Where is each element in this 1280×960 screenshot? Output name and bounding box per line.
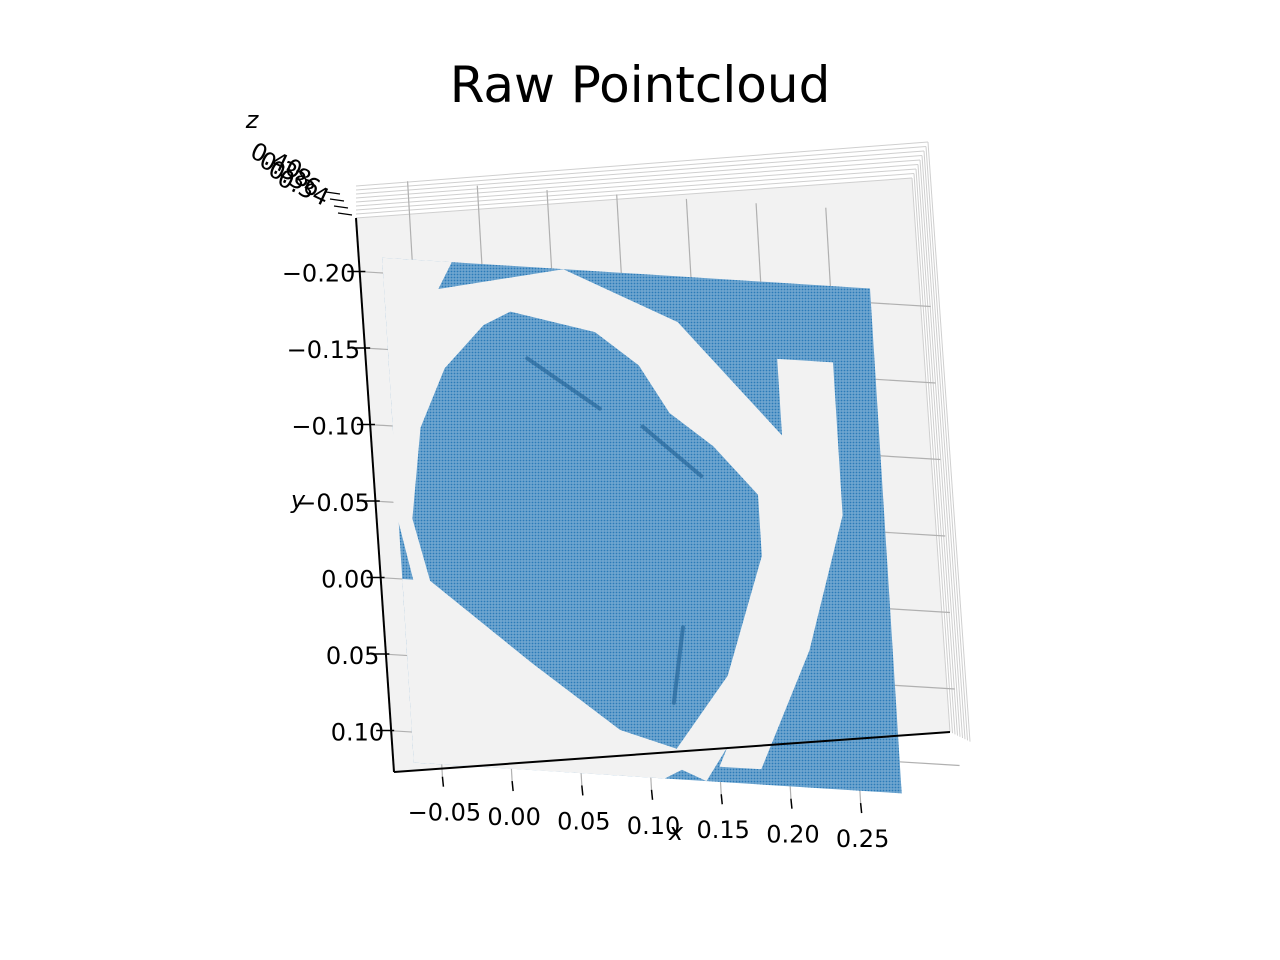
crease-streak	[640, 424, 704, 479]
z-plane-edge	[355, 173, 915, 215]
z-plane-edge	[355, 146, 927, 191]
z-plane-edge	[355, 141, 929, 187]
x-tick-mark	[581, 785, 584, 796]
x-tick-label: −0.05	[408, 799, 482, 827]
x-tick-mark	[511, 780, 514, 792]
x-axis-label: x	[668, 818, 684, 846]
z-plane-edge	[921, 155, 963, 739]
x-tick-label: 0.05	[557, 807, 610, 835]
x-tick-mark	[859, 802, 863, 814]
x-tick-label: 0.15	[697, 816, 750, 844]
region-inner-object	[412, 311, 762, 749]
x-tick-mark	[790, 798, 793, 809]
z-axis-label: z	[245, 106, 260, 134]
z-plane-edge	[355, 164, 919, 207]
x-tick-label: 0.20	[766, 821, 819, 849]
y-axis-label: y	[290, 486, 306, 514]
z-plane-edge	[355, 155, 923, 199]
z-plane-edge	[923, 150, 966, 740]
y-tick-label: 0.05	[326, 642, 379, 670]
z-plane-edge	[355, 159, 921, 203]
z-plane-edge	[915, 168, 956, 735]
y-axis-line	[355, 217, 395, 773]
x-tick-label: 0.25	[836, 825, 889, 853]
x-axis-line	[393, 731, 951, 773]
z-tick-mark	[329, 198, 345, 202]
z-plane-edge	[911, 177, 951, 733]
chart-title: Raw Pointcloud	[450, 56, 831, 114]
z-plane-edge	[917, 164, 958, 736]
crease-streak	[671, 625, 685, 705]
z-plane-edge	[913, 173, 953, 734]
z-plane-edge	[927, 141, 971, 742]
y-tick-label: −0.15	[287, 336, 361, 364]
x-tick-mark	[720, 794, 723, 805]
z-plane-edge	[355, 150, 925, 195]
z-plane-edge	[925, 146, 968, 741]
x-tick-label: 0.00	[487, 803, 540, 831]
z-plane-edge	[355, 177, 913, 219]
x-tick-mark	[650, 789, 654, 800]
y-tick-label: −0.10	[291, 413, 365, 441]
axes-group: −0.05 0.00 0.05 0.10 0.15 0.20 0.25−0.20−0.15−…	[246, 137, 951, 853]
y-tick-label: 0.00	[321, 566, 374, 594]
z-tick-mark	[333, 205, 349, 209]
point-cloud	[382, 257, 902, 794]
z-tick-mark	[325, 191, 341, 195]
y-tick-label: −0.20	[282, 260, 356, 288]
x-tick-label: 0.10	[627, 812, 680, 840]
crease-streak	[525, 356, 602, 411]
z-tick-mark	[337, 212, 353, 216]
y-tick-label: −0.05	[296, 489, 370, 517]
z-plane-edge	[355, 168, 917, 211]
x-tick-mark	[441, 776, 445, 787]
z-plane-edge	[919, 159, 961, 737]
y-tick-label: 0.10	[331, 719, 384, 747]
